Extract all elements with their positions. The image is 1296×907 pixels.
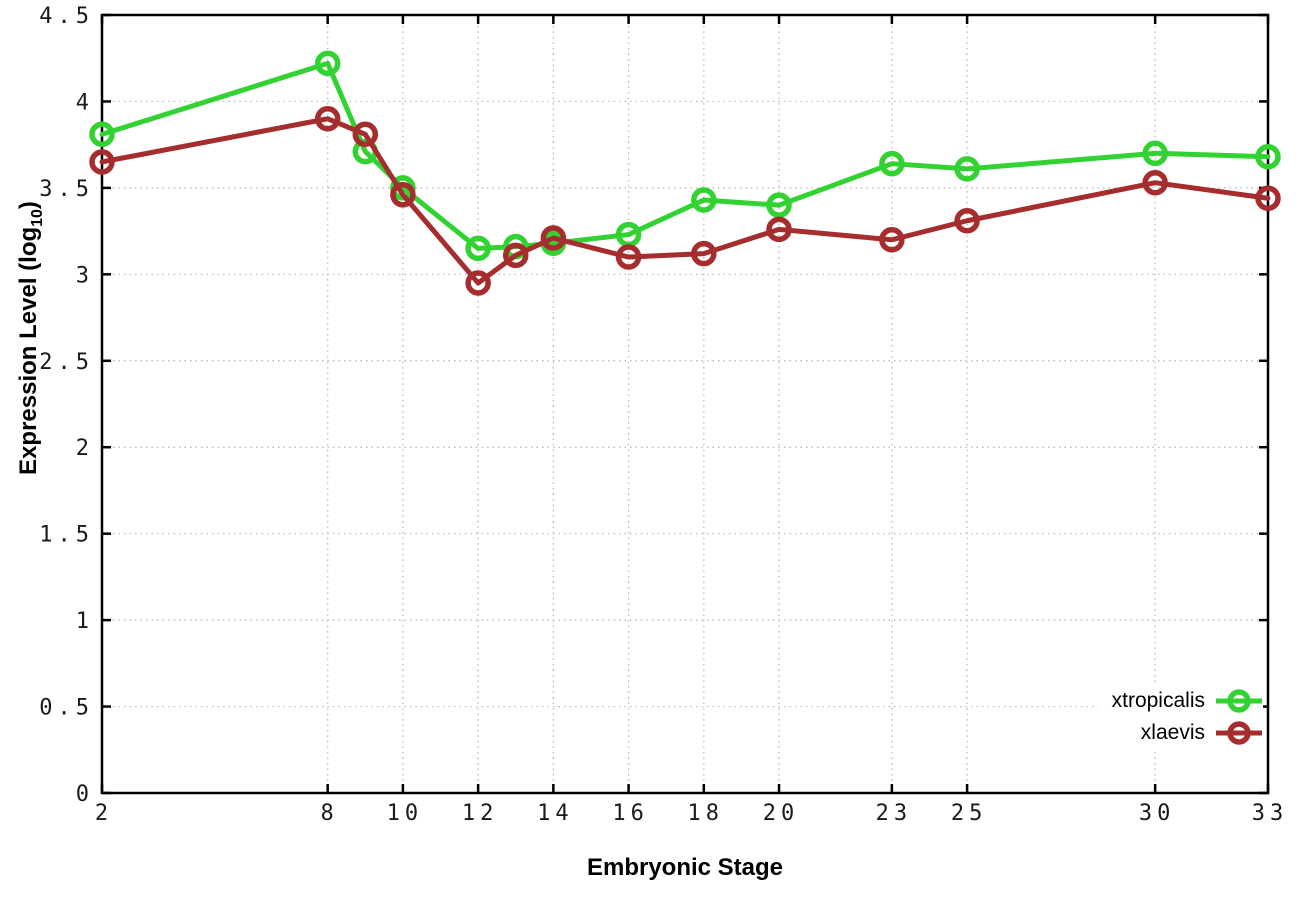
series-xtropicalis — [89, 50, 1281, 262]
legend-sample-xtropicalis-marker — [1216, 689, 1262, 713]
data-point — [465, 270, 491, 296]
x-tick-label: 12 — [462, 801, 499, 826]
data-point — [1142, 169, 1168, 196]
data-point — [1142, 140, 1168, 167]
y-tick-label: 4.5 — [39, 4, 94, 29]
y-axis-title-close: ) — [15, 201, 43, 210]
data-point — [89, 121, 115, 148]
axis-ticks — [100, 13, 1270, 795]
x-tick-label: 25 — [951, 801, 988, 826]
data-point — [540, 225, 567, 251]
data-point — [879, 150, 905, 177]
legend-item-xlaevis: xlaevis — [1112, 718, 1263, 748]
data-point — [766, 216, 792, 243]
x-axis-title: Embryonic Stage — [586, 854, 784, 881]
y-tick-label: 0 — [76, 782, 94, 807]
series-xtropicalis-line — [99, 60, 1271, 251]
legend-label-xtropicalis: xtropicalis — [1111, 689, 1205, 712]
x-tick-label: 23 — [876, 801, 913, 826]
data-point — [352, 121, 379, 148]
data-point — [766, 192, 792, 218]
data-point — [89, 149, 115, 175]
y-tick-label: 1 — [76, 609, 94, 634]
data-point — [954, 156, 980, 182]
y-tick-label: 2.5 — [39, 350, 94, 375]
data-point — [502, 242, 529, 269]
y-tick-label: 3.5 — [39, 177, 94, 202]
data-point — [691, 240, 717, 267]
series-xlaevis — [89, 105, 1281, 296]
data-point — [691, 187, 717, 213]
x-tick-label: 10 — [387, 801, 424, 826]
x-tick-label: 20 — [763, 801, 800, 826]
x-tick-label: 8 — [321, 801, 339, 826]
data-point — [1255, 185, 1281, 212]
y-tick-label: 1.5 — [39, 523, 94, 548]
legend-label-xlaevis: xlaevis — [1140, 721, 1205, 744]
gridlines — [101, 14, 1269, 794]
y-axis-title-text: Expression Level (log — [15, 226, 43, 475]
y-tick-label: 4 — [76, 90, 94, 115]
y-axis-title: Expression Level (log10) — [15, 201, 47, 475]
y-tick-label: 3 — [76, 263, 94, 288]
series-xlaevis-line — [99, 116, 1271, 286]
y-tick-labels: 0 0.5 1 1.5 2 2.5 3 3.5 4 4.5 — [39, 4, 94, 807]
data-point — [314, 105, 341, 132]
y-tick-label: 2 — [76, 436, 94, 461]
data-point — [954, 207, 980, 234]
y-axis-title-subscript: 10 — [28, 209, 46, 227]
x-tick-label: 2 — [95, 801, 113, 826]
data-point — [314, 50, 341, 77]
x-tick-label: 33 — [1252, 801, 1289, 826]
x-tick-label: 18 — [688, 801, 725, 826]
data-point — [615, 244, 642, 270]
x-tick-labels: 2 8 10 12 14 16 18 20 23 25 30 33 — [95, 801, 1289, 826]
legend-item-xtropicalis: xtropicalis — [1112, 686, 1263, 716]
x-tick-label: 14 — [537, 801, 574, 826]
y-tick-label: 0.5 — [39, 696, 94, 721]
data-point — [1255, 144, 1281, 170]
legend-sample-xlaevis-marker — [1216, 721, 1262, 745]
legend: xtropicalis xlaevis — [1097, 684, 1263, 750]
data-point — [465, 235, 491, 262]
x-tick-label: 16 — [612, 801, 649, 826]
data-point — [879, 227, 905, 253]
x-tick-label: 30 — [1139, 801, 1176, 826]
plot-border — [100, 13, 1270, 795]
data-point — [390, 182, 416, 208]
